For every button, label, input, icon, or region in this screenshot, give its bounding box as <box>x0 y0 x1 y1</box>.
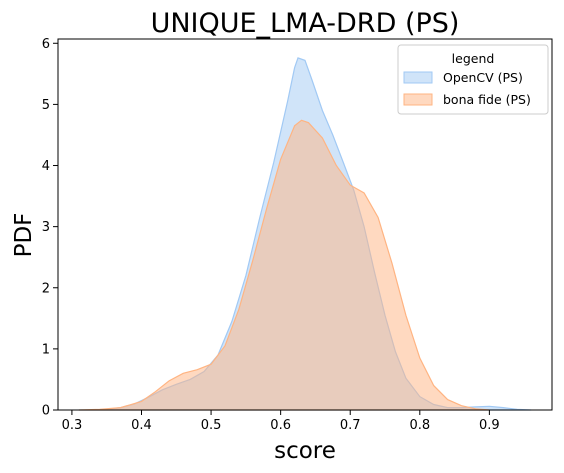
x-axis-label: score <box>274 438 336 464</box>
density-area-bona-fide-ps <box>78 119 490 411</box>
x-tick-label: 0.4 <box>131 418 152 433</box>
y-axis: 0 1 2 3 4 5 6 <box>42 37 58 419</box>
y-axis-label: PDF <box>11 213 37 258</box>
legend-title: legend <box>452 51 495 66</box>
legend-swatch-opencv <box>403 71 433 84</box>
legend-box <box>397 44 549 115</box>
y-tick-label: 0 <box>42 404 50 419</box>
y-tick-label: 2 <box>42 281 50 296</box>
legend: legend OpenCV (PS) bona fide (PS) <box>397 44 549 115</box>
x-tick-label: 0.9 <box>479 418 500 433</box>
x-tick-label: 0.8 <box>409 418 430 433</box>
plot-frame <box>57 38 553 411</box>
y-tick-label: 3 <box>42 220 50 235</box>
y-tick-label: 1 <box>42 342 50 357</box>
x-axis: 0.3 0.4 0.5 0.6 0.7 0.8 0.9 <box>62 410 500 433</box>
legend-swatch-bona-fide <box>403 93 433 106</box>
y-tick-label: 4 <box>42 159 50 174</box>
x-tick-label: 0.6 <box>270 418 291 433</box>
y-tick-label: 6 <box>42 37 50 52</box>
chart-title: UNIQUE_LMA-DRD (PS) <box>151 8 460 39</box>
x-tick-label: 0.7 <box>340 418 361 433</box>
x-tick-label: 0.5 <box>201 418 222 433</box>
legend-label-bona-fide: bona fide (PS) <box>443 92 531 107</box>
x-tick-label: 0.3 <box>62 418 83 433</box>
density-areas <box>78 57 532 411</box>
y-tick-label: 5 <box>42 98 50 113</box>
legend-label-opencv: OpenCV (PS) <box>443 70 523 85</box>
